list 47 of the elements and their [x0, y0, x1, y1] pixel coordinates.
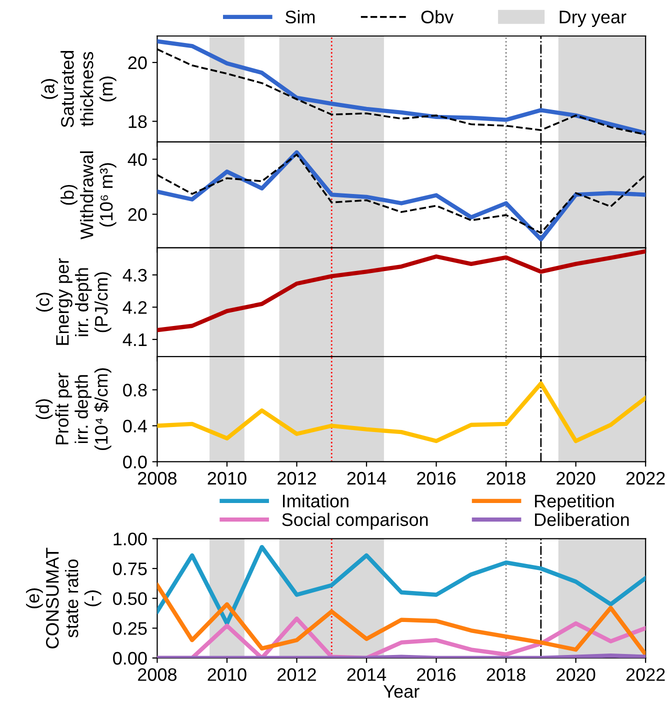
y-axis-title: (e) CONSUMAT state ratio (-) — [26, 548, 102, 648]
line-series — [157, 544, 646, 626]
y-tick-label: 40 — [128, 153, 147, 166]
x-tick-label: 2014 — [347, 668, 386, 681]
y-tick-label: 0.50 — [113, 592, 147, 606]
y-tick-label: 0.00 — [113, 652, 147, 665]
legend-label: Dry year — [560, 10, 626, 27]
y-axis-title: (b) Withdrawal (10⁶ m³) — [60, 151, 116, 240]
y-tick-label: 0.25 — [113, 622, 147, 635]
x-axis-title: Year — [384, 685, 420, 698]
legend-label: Imitation — [282, 494, 348, 508]
x-tick-label: 2018 — [486, 668, 526, 681]
y-tick-label: 1.00 — [114, 532, 147, 546]
legend-label: Repetition — [535, 494, 614, 512]
y-axis-title: (d) Profit per irr. depth (10⁴ $/cm) — [36, 368, 112, 450]
y-axis-title: (c) Energy per irr. depth (PJ/cm) — [36, 258, 112, 345]
line-series — [157, 381, 646, 444]
x-tick-label: 2018 — [486, 472, 526, 485]
x-tick-label: 2014 — [347, 472, 386, 485]
legend-label: Obv — [421, 10, 454, 24]
x-tick-label: 2012 — [278, 668, 316, 681]
x-tick-label: 2020 — [556, 668, 596, 681]
x-tick-label: 2008 — [138, 472, 177, 485]
x-tick-label: 2020 — [556, 472, 596, 485]
y-tick-label: 4.1 — [122, 334, 147, 346]
y-tick-label: 0.4 — [123, 420, 147, 432]
y-tick-label: 4.2 — [122, 301, 147, 314]
x-tick-label: 2010 — [208, 668, 246, 681]
line-series — [157, 583, 646, 656]
y-tick-label: 20 — [128, 208, 147, 221]
x-tick-label: 2016 — [417, 668, 456, 681]
x-tick-label: 2010 — [208, 472, 246, 485]
y-tick-label: 0.75 — [113, 562, 147, 576]
y-tick-label: 20 — [128, 56, 147, 70]
legend-label: Sim — [285, 10, 315, 24]
x-tick-label: 2022 — [626, 668, 665, 681]
y-tick-label: 4.3 — [122, 268, 147, 282]
legend-label: Deliberation — [535, 512, 629, 526]
y-axis-title: (a) Saturated thickness (m) — [41, 50, 116, 128]
y-tick-label: 0.0 — [123, 456, 147, 468]
x-tick-label: 2012 — [278, 472, 316, 485]
legend-label: Social comparison — [282, 512, 428, 530]
y-tick-label: 0.8 — [123, 384, 147, 397]
x-tick-label: 2008 — [138, 668, 177, 681]
x-tick-label: 2016 — [417, 472, 456, 485]
y-tick-label: 18 — [128, 115, 147, 128]
x-tick-label: 2022 — [626, 472, 665, 485]
